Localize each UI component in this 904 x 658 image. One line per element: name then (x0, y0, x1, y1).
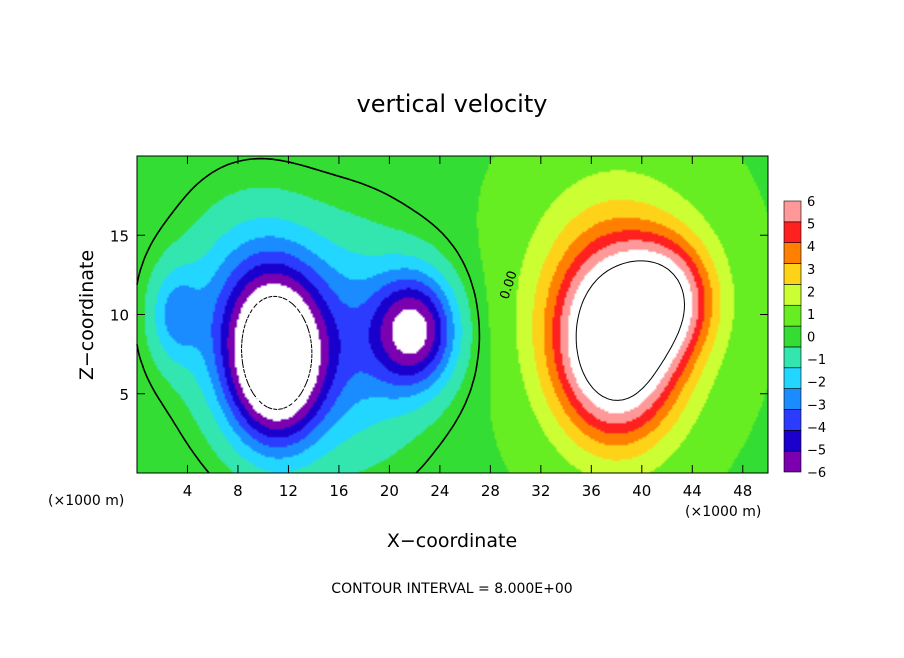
colorbar-box (783, 242, 802, 264)
x-tick-label: 4 (183, 482, 193, 500)
colorbar-tick-label: 4 (807, 240, 815, 255)
contour-zero (136, 157, 481, 474)
colorbar-box (783, 430, 802, 452)
colorbar-box (783, 367, 802, 389)
colorbar-ticks: 6 5 4 3 2 1 0 −1 −2 −3 −4 −5 −6 (807, 195, 826, 481)
plot-area: 0.00 (136, 155, 769, 474)
colorbar-tick-label: 5 (807, 218, 815, 233)
y-tick-label: 15 (110, 227, 129, 245)
contour-lines (136, 157, 685, 474)
colorbar-box (783, 325, 802, 348)
x-tick-label: 24 (430, 482, 449, 500)
contour-positive (575, 260, 685, 401)
contour-interval-note: CONTOUR INTERVAL = 8.000E+00 (331, 581, 572, 597)
x-tick-label: 48 (733, 482, 752, 500)
y-axis-label: Z−coordinate (76, 250, 98, 380)
x-unit-left: (×1000 m) (48, 493, 124, 509)
colorbar-box (783, 346, 802, 369)
x-tick-label: 36 (582, 482, 601, 500)
x-axis: 4 8 12 16 20 24 28 32 36 40 44 48 (183, 156, 752, 500)
colorbar-tick-label: −2 (807, 376, 826, 391)
colorbar-tick-label: 1 (807, 308, 815, 323)
colorbar-box (783, 304, 802, 327)
colorbar-tick-label: 0 (807, 331, 815, 346)
y-tick-label: 5 (119, 386, 129, 404)
colorbar-box (783, 221, 802, 244)
heatmap-image (137, 156, 768, 473)
x-tick-label: 12 (279, 482, 298, 500)
colorbar-tick-label: −5 (807, 443, 826, 458)
colorbar-box (783, 263, 802, 285)
colorbar-tick-label: 6 (807, 195, 815, 210)
y-axis: 5 10 15 (110, 227, 768, 404)
y-tick-label: 10 (110, 307, 129, 325)
x-tick-label: 20 (380, 482, 399, 500)
x-tick-label: 28 (481, 482, 500, 500)
colorbar-box (783, 284, 802, 306)
colorbar-tick-label: −3 (807, 398, 826, 413)
colorbar-box (783, 200, 802, 223)
colorbar-boxes (783, 200, 802, 473)
x-tick-label: 40 (632, 482, 651, 500)
chart-title: vertical velocity (357, 90, 548, 118)
colorbar-tick-label: 3 (807, 263, 815, 278)
colorbar-tick-label: −1 (807, 353, 826, 368)
x-axis-label: X−coordinate (387, 530, 517, 552)
colorbar-box (783, 409, 802, 431)
colorbar: 6 5 4 3 2 1 0 −1 −2 −3 −4 −5 −6 (783, 195, 826, 481)
colorbar-tick-label: −6 (807, 466, 826, 481)
x-tick-label: 32 (531, 482, 550, 500)
colorbar-box (783, 388, 802, 410)
x-unit-right: (×1000 m) (685, 504, 761, 520)
x-tick-label: 44 (683, 482, 702, 500)
colorbar-box (783, 450, 802, 473)
x-tick-label: 16 (329, 482, 348, 500)
colorbar-tick-label: −4 (807, 421, 826, 436)
contour-negative (241, 295, 313, 410)
colorbar-tick-label: 2 (807, 285, 815, 300)
x-tick-label: 8 (233, 482, 243, 500)
